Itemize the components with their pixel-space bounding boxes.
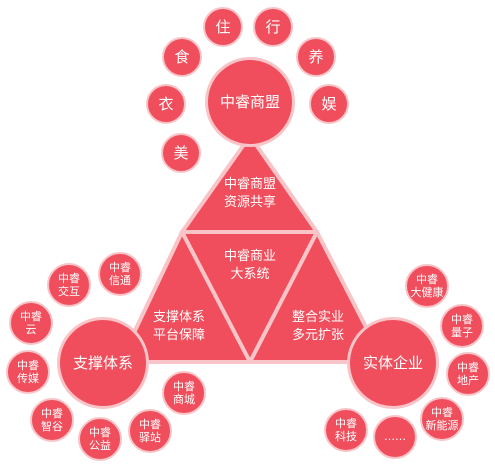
left-satellite-line2: 云 <box>25 323 37 336</box>
top-satellite: 住 <box>203 7 243 47</box>
hub-left-label: 支撑体系 <box>72 354 133 372</box>
left-satellite: 中睿 驿站 <box>128 409 172 453</box>
triangle-right-line2: 多元扩张 <box>291 328 344 344</box>
triangle-top-line2: 资源共享 <box>223 195 276 211</box>
left-satellite: 中睿 传媒 <box>6 350 50 394</box>
right-satellite: 中睿 大健康 <box>405 264 449 308</box>
left-satellite-line2: 驿站 <box>139 431 161 444</box>
top-satellite-label: 娱 <box>321 95 337 113</box>
right-satellite: 中睿 新能源 <box>420 397 464 441</box>
right-satellite-line1: 中睿 <box>416 272 438 286</box>
right-satellite-line1: 中睿 <box>335 416 357 430</box>
triangle-center-line1: 中睿商业 <box>223 249 276 264</box>
triangle-segment-right <box>248 230 386 364</box>
triangle-left-line1: 支撑体系 <box>152 310 205 325</box>
left-satellite: 中睿 交互 <box>47 263 91 307</box>
right-satellite-line2: 量子 <box>451 326 473 339</box>
top-satellite: 行 <box>253 7 293 47</box>
triangle-left-label: 支撑体系 平台保障 <box>139 309 219 345</box>
left-satellite-line1: 中睿 <box>109 260 131 274</box>
right-satellite-line2: 地产 <box>457 374 479 387</box>
top-satellite: 美 <box>161 133 201 173</box>
right-satellite: …… <box>373 415 417 459</box>
top-satellite: 养 <box>296 37 336 77</box>
hub-right-label: 实体企业 <box>362 354 423 372</box>
triangle-center-line2: 大系统 <box>230 267 270 283</box>
triangle-right-label: 整合实业 多元扩张 <box>278 309 358 345</box>
left-satellite-line2: 信通 <box>109 274 131 287</box>
top-satellite-label: 住 <box>215 18 231 36</box>
right-satellite-line2: 科技 <box>335 430 357 443</box>
right-satellite-line2: 大健康 <box>410 286 444 299</box>
top-satellite: 食 <box>162 37 202 77</box>
right-satellite-line2: 新能源 <box>425 419 459 432</box>
right-satellite-line1: 中睿 <box>431 405 453 419</box>
right-satellite: 中睿 科技 <box>324 408 368 452</box>
right-satellite-ellipsis: …… <box>384 430 406 444</box>
top-satellite: 娱 <box>309 84 349 124</box>
triangle-right-line1: 整合实业 <box>291 310 344 325</box>
triangle-left-line2: 平台保障 <box>152 328 205 344</box>
left-satellite: 中睿 公益 <box>78 417 122 461</box>
hub-top-label: 中睿商盟 <box>219 93 280 111</box>
top-satellite-label: 食 <box>174 48 190 66</box>
right-satellite-line1: 中睿 <box>451 312 473 326</box>
left-satellite-line1: 中睿 <box>41 406 63 420</box>
left-satellite: 中睿 信通 <box>98 252 142 296</box>
left-satellite-line1: 中睿 <box>20 309 42 323</box>
hub-right: 实体企业 <box>347 317 439 409</box>
top-satellite-label: 养 <box>308 48 324 66</box>
left-satellite: 中睿 智谷 <box>30 398 74 442</box>
left-satellite-line2: 传媒 <box>17 372 39 385</box>
hub-left: 支撑体系 <box>57 317 149 409</box>
left-satellite: 中睿云 <box>9 301 53 345</box>
left-satellite-line2: 商城 <box>173 393 195 406</box>
top-satellite-label: 美 <box>173 144 189 162</box>
top-satellite-label: 行 <box>265 18 281 36</box>
left-satellite-line2: 智谷 <box>41 420 63 433</box>
right-satellite: 中睿 地产 <box>446 352 490 396</box>
right-satellite: 中睿 量子 <box>440 304 484 348</box>
triangle-top-label: 中睿商盟 资源共享 <box>210 176 290 212</box>
left-satellite-line1: 中睿 <box>173 379 195 393</box>
left-satellite-line1: 中睿 <box>58 271 80 285</box>
triangle-segment-left <box>118 230 252 364</box>
top-satellite-label: 衣 <box>158 95 174 113</box>
top-satellite: 衣 <box>146 84 186 124</box>
triangle-top-line1: 中睿商盟 <box>223 177 276 192</box>
left-satellite-line1: 中睿 <box>17 358 39 372</box>
hub-top: 中睿商盟 <box>205 57 295 147</box>
left-satellite-line2: 公益 <box>89 439 111 452</box>
left-satellite-line1: 中睿 <box>139 417 161 431</box>
left-satellite: 中睿 商城 <box>162 371 206 415</box>
right-satellite-line1: 中睿 <box>457 360 479 374</box>
triangle-center-label: 中睿商业 大系统 <box>210 248 290 284</box>
left-satellite-line1: 中睿 <box>89 425 111 439</box>
left-satellite-line2: 交互 <box>58 285 80 298</box>
